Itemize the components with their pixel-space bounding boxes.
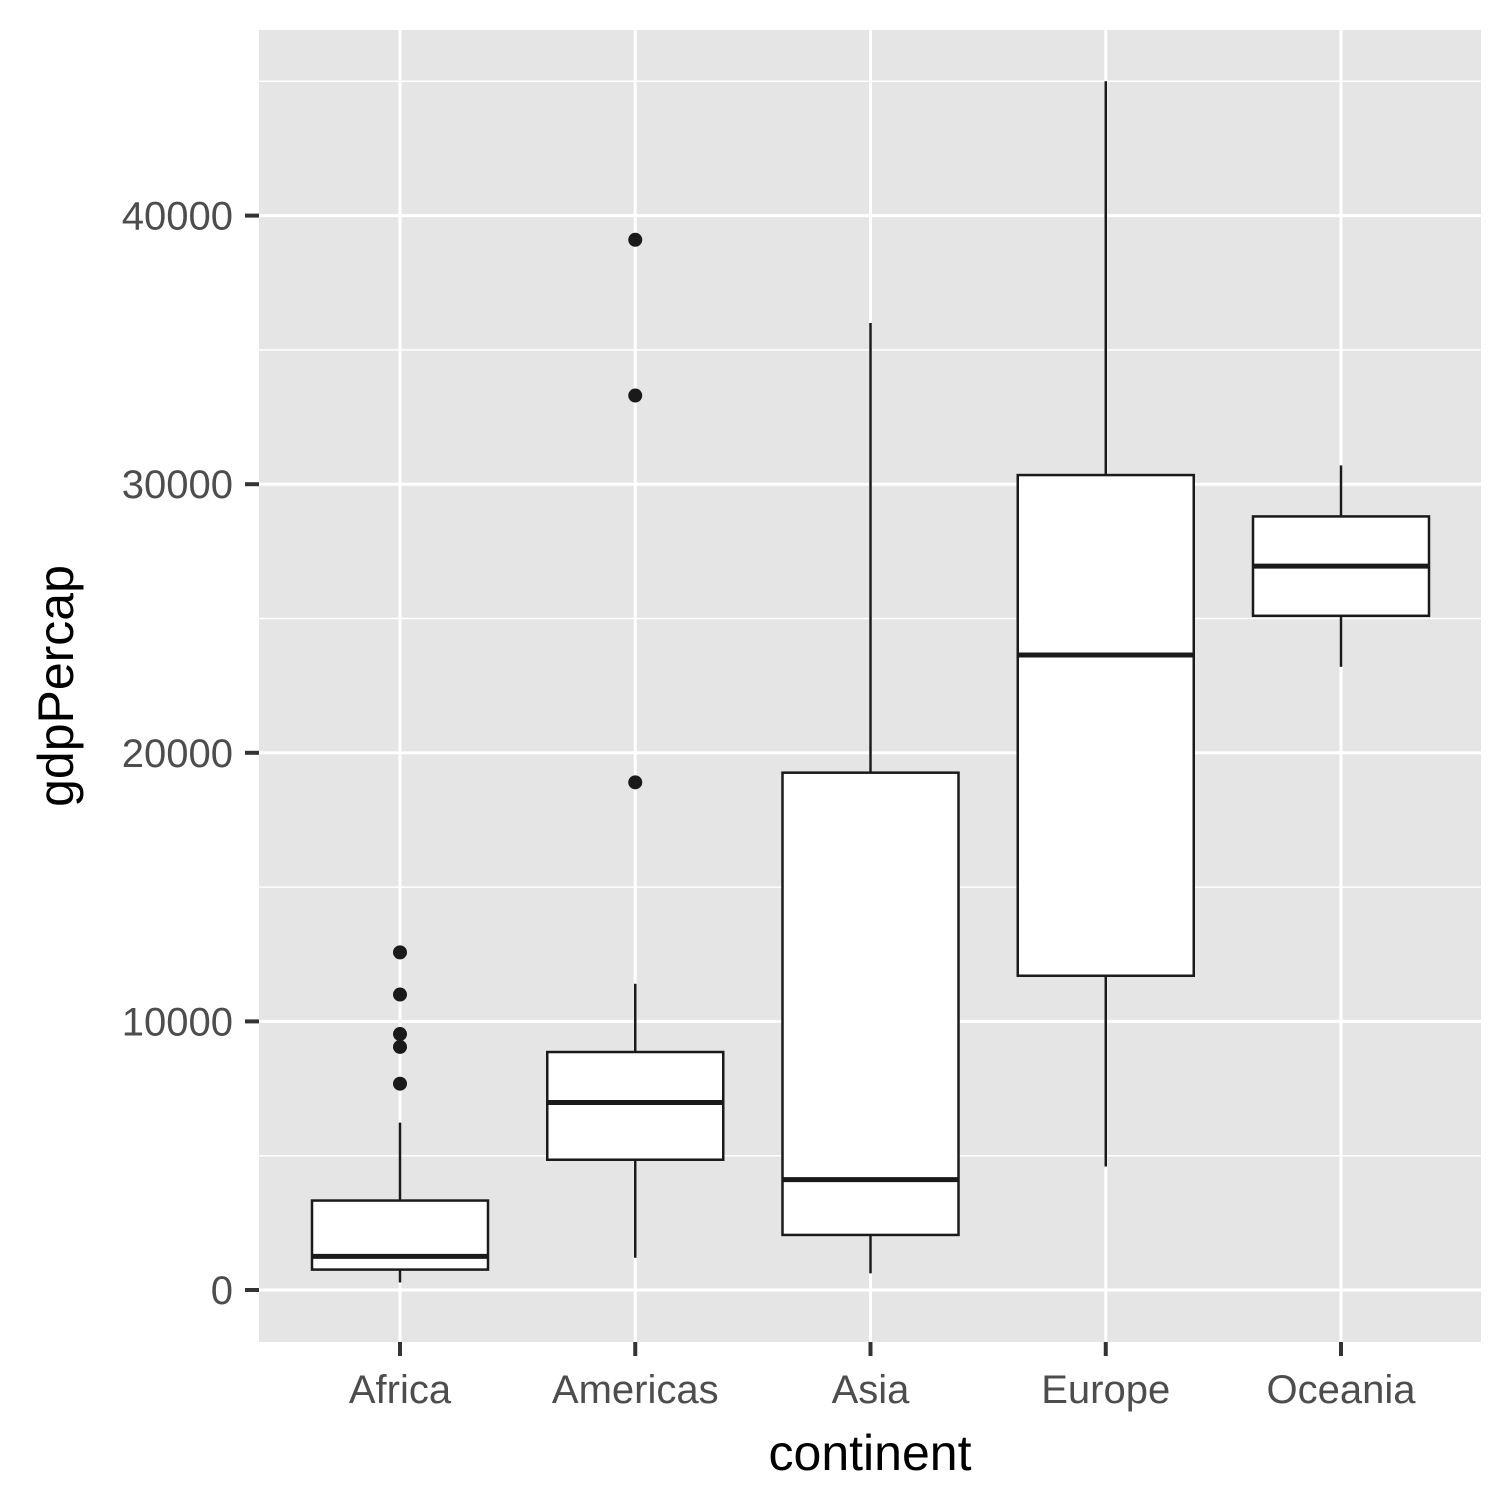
- outlier-point: [628, 232, 643, 247]
- box-oceania: [1251, 465, 1431, 667]
- y-tick-label: 40000: [122, 195, 233, 239]
- box-americas: [546, 232, 725, 1258]
- y-axis-title: gdpPercap: [28, 565, 84, 807]
- box-iqr: [546, 1050, 725, 1161]
- y-tick-label: 20000: [122, 732, 233, 776]
- outlier-point: [393, 987, 407, 1002]
- x-tick-label: Asia: [832, 1368, 911, 1412]
- outlier-point: [393, 945, 407, 960]
- x-tick-label: Americas: [552, 1368, 719, 1412]
- box-iqr: [781, 771, 960, 1237]
- outlier-point: [628, 388, 643, 403]
- x-axis-title: continent: [769, 1425, 972, 1481]
- box-iqr: [1016, 473, 1195, 977]
- boxes-layer: [310, 81, 1431, 1283]
- y-tick-label: 30000: [122, 463, 233, 507]
- x-tick-label: Africa: [349, 1368, 452, 1412]
- box-asia: [781, 323, 960, 1274]
- outlier-point: [393, 1039, 407, 1054]
- y-axis: 0 10000 20000 30000 40000: [122, 195, 259, 1313]
- x-axis: Africa Americas Asia Europe Oceania: [349, 1342, 1416, 1412]
- outlier-point: [628, 775, 643, 790]
- box-iqr: [310, 1199, 490, 1271]
- y-tick-label: 10000: [122, 1000, 233, 1044]
- x-tick-label: Europe: [1041, 1368, 1170, 1412]
- x-tick-label: Oceania: [1267, 1368, 1417, 1412]
- outlier-point: [393, 1076, 407, 1091]
- y-tick-label: 0: [211, 1269, 233, 1313]
- box-africa: [310, 945, 490, 1283]
- box-europe: [1016, 81, 1195, 1167]
- outlier-point: [393, 1027, 407, 1042]
